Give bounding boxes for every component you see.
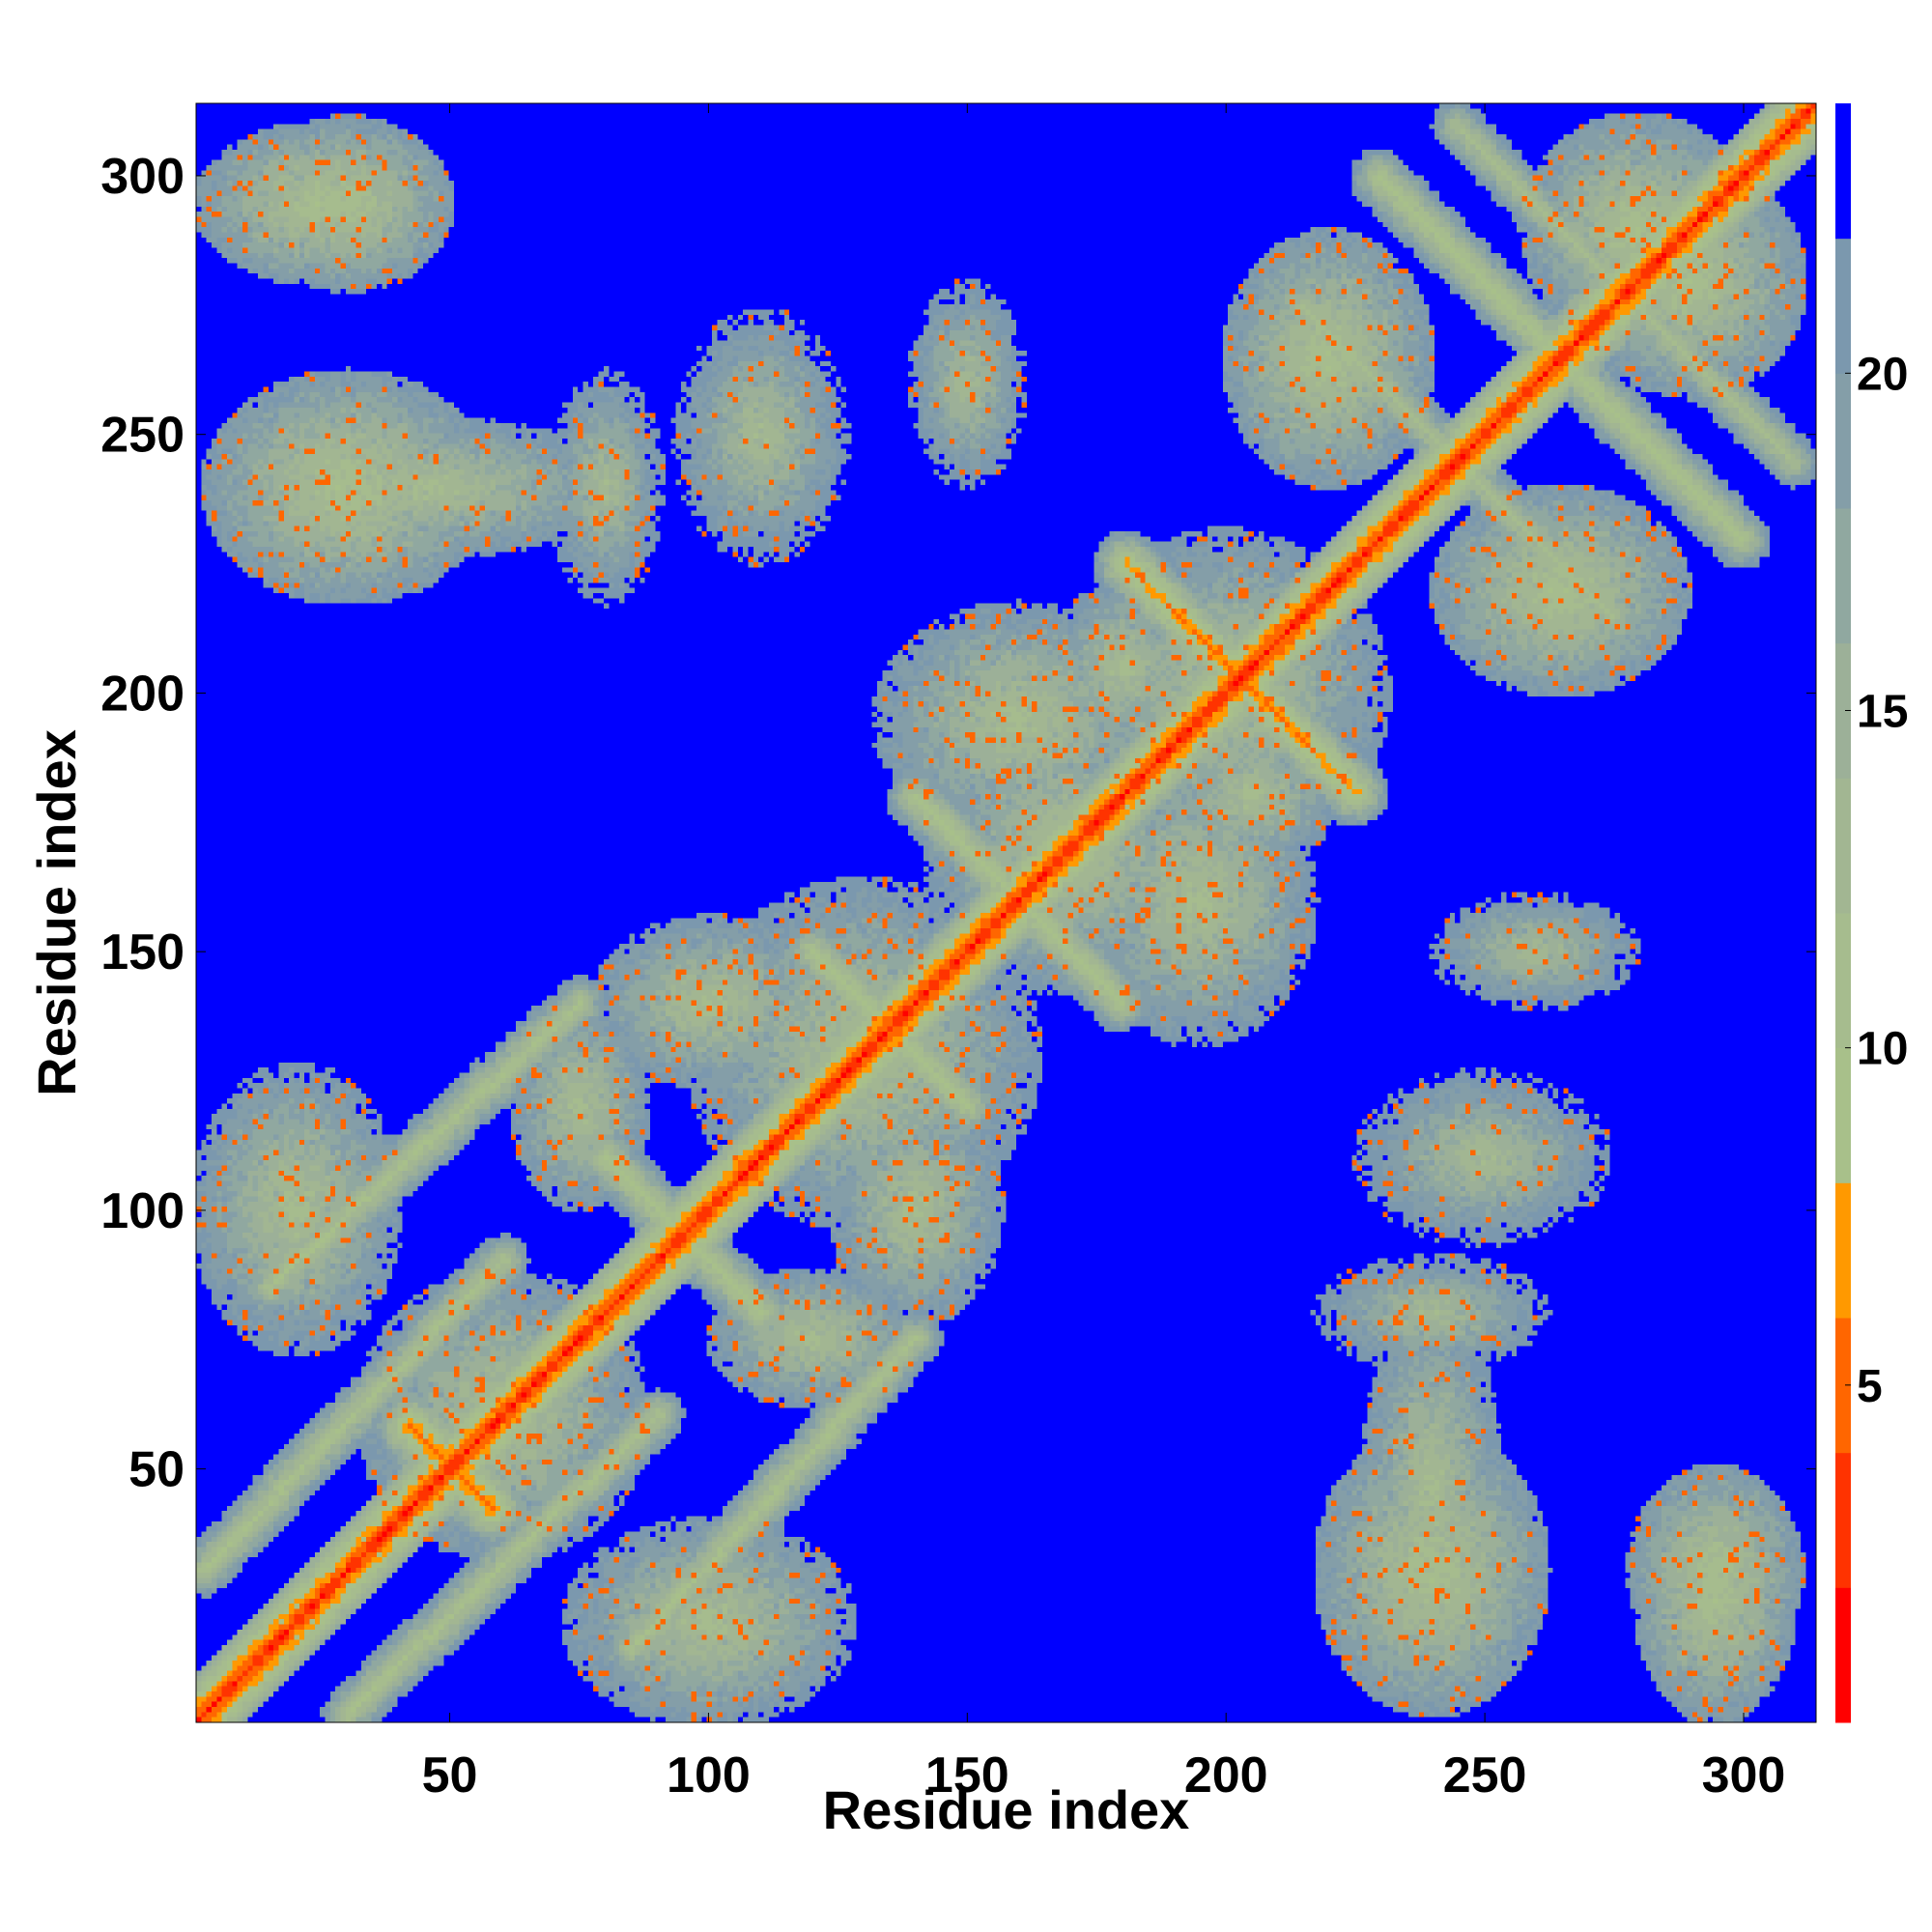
y-tick-label: 50 <box>128 1442 185 1498</box>
colorbar-segment <box>1835 373 1851 509</box>
x-tick-label: 100 <box>667 1747 751 1804</box>
x-tick-label: 150 <box>925 1747 1009 1804</box>
x-tick-label: 250 <box>1443 1747 1527 1804</box>
plot-frame <box>195 102 1817 1723</box>
colorbar-segment <box>1835 103 1851 240</box>
y-tick-label: 250 <box>100 408 185 464</box>
heatmap-cells <box>196 103 1816 1722</box>
colorbar-tick-label: 5 <box>1857 1361 1883 1412</box>
y-tick-label: 300 <box>100 149 185 205</box>
y-tick-label: 100 <box>100 1183 185 1239</box>
colorbar-segment <box>1835 913 1851 1049</box>
colorbar-segment <box>1835 1047 1851 1183</box>
colorbar: 5 10 15 20 <box>1835 103 1908 1723</box>
colorbar-segment <box>1835 1587 1851 1723</box>
y-axis-label: Residue index <box>26 729 87 1096</box>
x-tick-label: 50 <box>422 1747 478 1804</box>
colorbar-segment <box>1835 238 1851 374</box>
colorbar-tick-label: 15 <box>1857 687 1908 738</box>
x-tick-label: 200 <box>1184 1747 1268 1804</box>
colorbar-segment <box>1835 778 1851 914</box>
colorbar-tick-label: 20 <box>1857 349 1908 400</box>
axes: 50 100 150 200 250 300 50 100 150 200 250 300 <box>100 103 1816 1804</box>
y-tick-label: 150 <box>100 924 185 980</box>
x-tick-label: 300 <box>1702 1747 1786 1804</box>
x-axis-label: Residue index <box>823 1779 1190 1840</box>
colorbar-segment <box>1835 508 1851 644</box>
colorbar-segment <box>1835 1318 1851 1454</box>
colorbar-segment <box>1835 642 1851 779</box>
colorbar-segment <box>1835 1182 1851 1319</box>
colorbar-segment <box>1835 1452 1851 1588</box>
colorbar-tick-label: 10 <box>1857 1024 1908 1075</box>
y-tick-label: 200 <box>100 666 185 722</box>
heatmap-area <box>196 103 1816 1722</box>
